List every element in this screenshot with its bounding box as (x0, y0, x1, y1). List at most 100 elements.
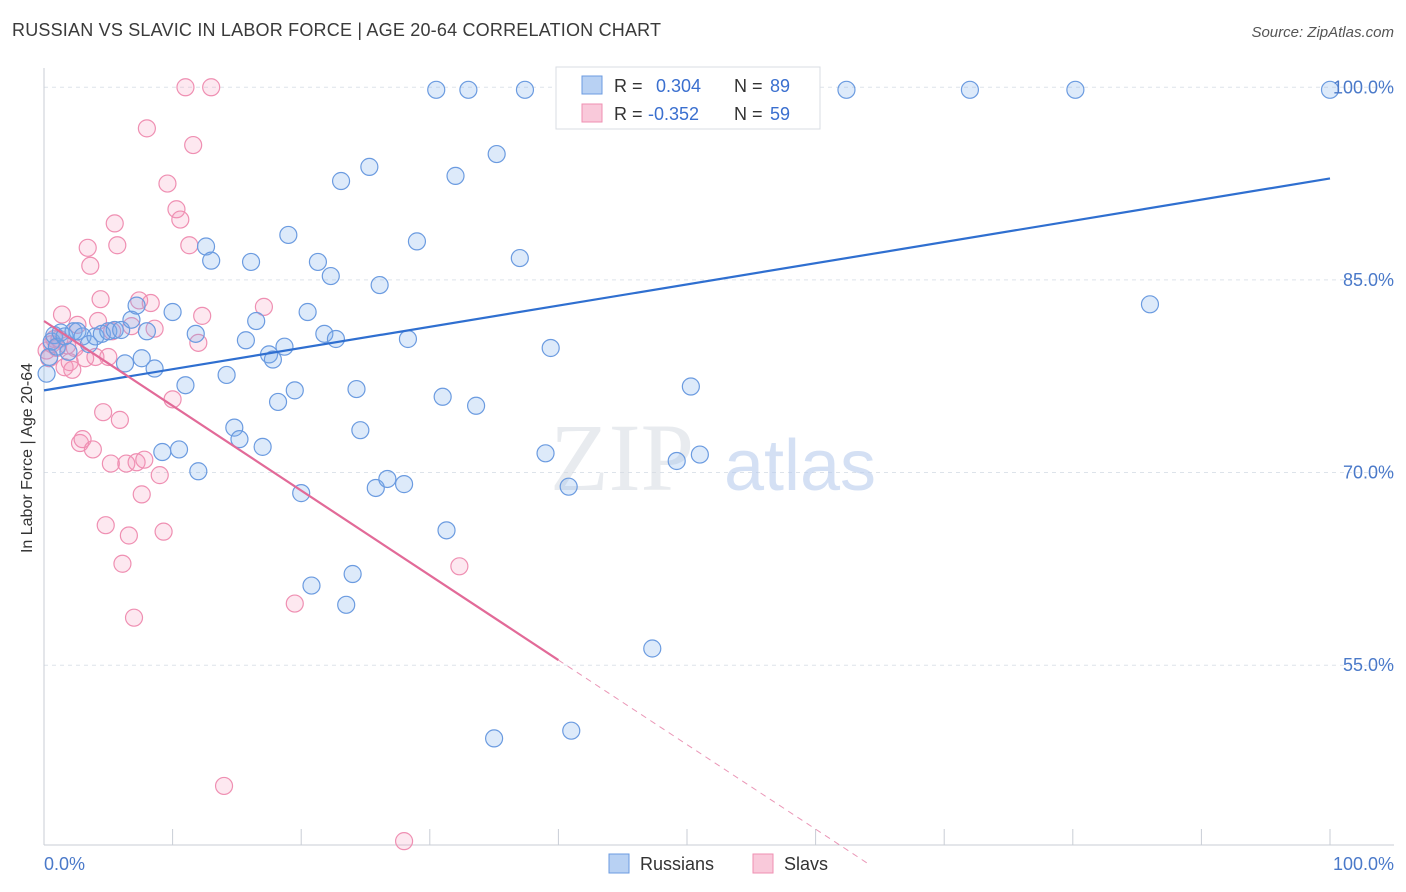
russians-point-86 (1140, 295, 1160, 314)
y-tick-label-2: 85.0% (1343, 270, 1394, 290)
russians-point-17 (115, 354, 135, 373)
bottom-legend-russians-swatch (608, 853, 630, 874)
legend-box: R = 0.304 N = 89 R = -0.352 N = 59 (555, 66, 821, 130)
russians-point-49 (321, 266, 340, 286)
slavs-point-48 (180, 236, 199, 255)
slavs-point-49 (184, 135, 203, 155)
russians-point-9 (68, 322, 87, 341)
russians-point-15 (105, 320, 124, 340)
legend-slavs-n-value: 59 (770, 104, 790, 124)
russians-point-42 (279, 225, 298, 245)
russians-point-78 (667, 451, 686, 471)
legend-russians-r-label: R = (614, 76, 643, 96)
slavs-point-36 (132, 485, 151, 504)
legend-slavs-r-value: -0.352 (648, 104, 699, 124)
russians-points (37, 80, 1340, 748)
slavs-point-46 (171, 210, 190, 229)
russians-point-33 (230, 430, 249, 449)
russians-point-79 (681, 377, 700, 396)
russians-point-58 (370, 275, 389, 295)
slavs-point-31 (119, 526, 138, 545)
legend-slavs-r-label: R = (614, 104, 643, 124)
russians-point-30 (202, 251, 221, 270)
russians-point-55 (351, 421, 370, 440)
slavs-point-54 (254, 297, 274, 316)
russians-point-85 (1066, 80, 1085, 99)
slavs-trend-extension (558, 659, 868, 864)
russians-point-77 (643, 639, 662, 658)
russians-point-69 (487, 144, 506, 164)
slavs-point-35 (130, 291, 149, 310)
russians-point-75 (562, 721, 581, 740)
slavs-point-27 (108, 236, 127, 255)
russians-point-18 (122, 310, 141, 329)
slavs-point-33 (124, 608, 144, 627)
russians-point-56 (360, 157, 379, 176)
russians-point-53 (343, 564, 362, 584)
russians-point-63 (427, 80, 446, 99)
russians-point-0 (37, 364, 56, 383)
slavs-point-41 (150, 466, 169, 485)
x-tick-label-left: 0.0% (44, 854, 85, 874)
russians-point-51 (331, 171, 351, 191)
slavs-point-22 (94, 403, 113, 422)
slavs-point-26 (105, 214, 124, 233)
slavs-point-37 (135, 450, 154, 469)
gridlines (44, 86, 1394, 666)
y-tick-label-0: 55.0% (1343, 655, 1394, 675)
slavs-point-45 (167, 200, 186, 219)
legend-russians-n-value: 89 (770, 76, 790, 96)
slavs-point-57 (450, 557, 469, 576)
source-label: Source: ZipAtlas.com (1251, 24, 1394, 41)
russians-point-84 (960, 80, 980, 99)
russians-point-46 (302, 576, 321, 595)
russians-point-43 (285, 381, 304, 400)
slavs-points (37, 78, 469, 851)
slavs-point-21 (91, 290, 110, 309)
legend-russians-n-label: N = (734, 76, 763, 96)
russians-point-7 (59, 342, 78, 361)
legend-russians-swatch (581, 75, 603, 95)
russians-point-64 (433, 387, 452, 406)
legend-russians-r-value: 0.304 (656, 76, 701, 96)
chart-title: RUSSIAN VS SLAVIC IN LABOR FORCE | AGE 2… (12, 20, 662, 40)
slavs-point-29 (113, 554, 132, 573)
russians-point-14 (99, 322, 118, 341)
tick-labels: 55.0% 70.0% 85.0% 100.0% 0.0% 100.0% (44, 77, 1394, 874)
russians-point-62 (407, 232, 427, 251)
bottom-legend-slavs-label: Slavs (784, 854, 828, 874)
russians-point-48 (315, 324, 334, 343)
slavs-point-17 (81, 256, 100, 275)
russians-point-28 (189, 462, 208, 481)
russians-trend-line (43, 177, 1331, 392)
russians-point-83 (837, 80, 856, 99)
watermark-atlas: atlas (724, 426, 876, 506)
russians-point-35 (241, 252, 261, 272)
russians-point-60 (394, 475, 414, 494)
russians-point-59 (378, 469, 397, 489)
y-tick-label-3: 100.0% (1333, 77, 1394, 97)
trend-lines (43, 177, 1331, 864)
slavs-point-55 (285, 594, 304, 613)
slavs-point-51 (193, 306, 212, 325)
russians-point-50 (326, 329, 346, 349)
slavs-point-47 (176, 78, 195, 97)
russians-point-70 (510, 248, 529, 268)
russians-point-45 (298, 302, 317, 322)
russians-point-80 (690, 445, 709, 464)
russians-point-61 (398, 329, 418, 349)
russians-point-47 (308, 252, 328, 272)
slavs-point-42 (154, 522, 173, 541)
slavs-point-28 (110, 410, 129, 429)
slavs-point-18 (83, 440, 102, 459)
slavs-point-10 (63, 360, 82, 379)
slavs-point-52 (202, 78, 221, 97)
russians-point-22 (145, 359, 164, 378)
russians-point-37 (253, 437, 272, 456)
legend-slavs-swatch (581, 103, 603, 123)
russians-point-74 (559, 477, 578, 496)
slavs-point-39 (141, 293, 160, 313)
russians-point-34 (236, 331, 256, 350)
russians-point-88 (485, 729, 504, 748)
russians-point-52 (337, 595, 356, 614)
